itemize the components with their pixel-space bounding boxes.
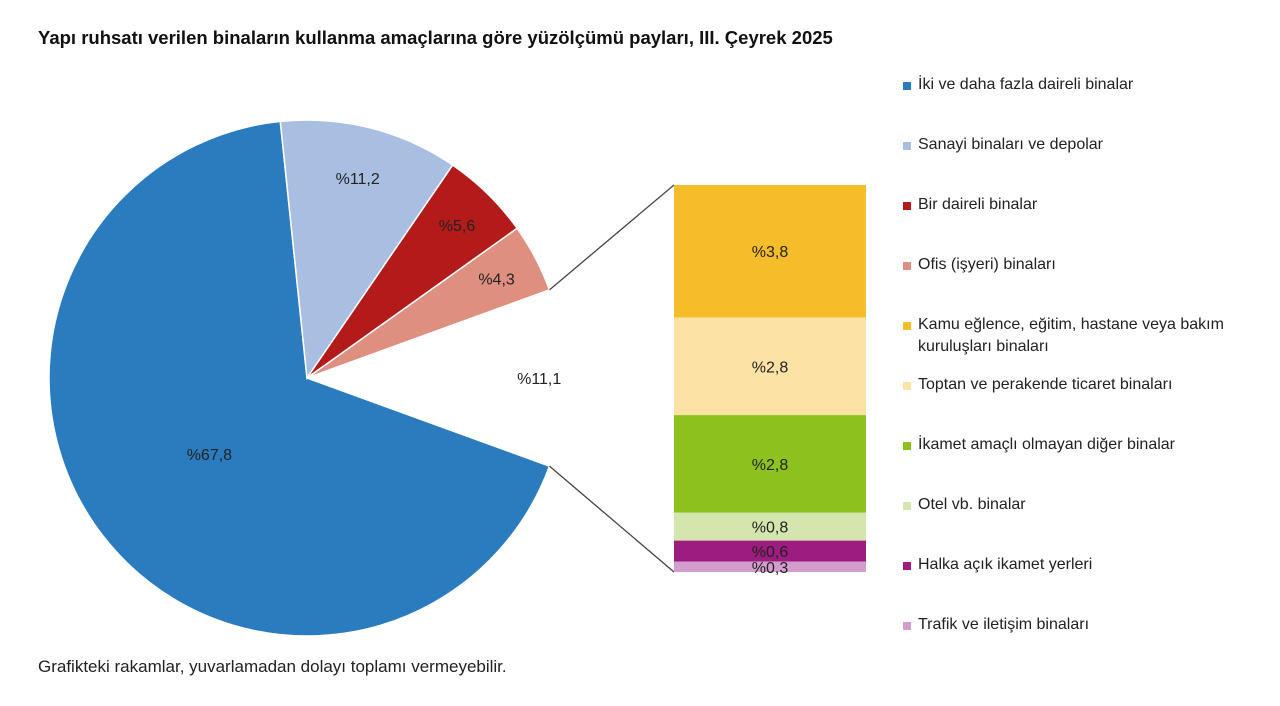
bar-of-pie-chart: %67,8 %11,2 %5,6 %4,3 %11,1 %3,8 %2,8 %2,8 %0,8…	[48, 119, 866, 637]
chart-title: Yapı ruhsatı verilen binaların kullanma …	[38, 27, 833, 48]
legend-item: Toptan ve perakende ticaret binaları	[903, 374, 1172, 396]
legend-swatch	[903, 142, 911, 150]
legend-swatch	[903, 382, 911, 390]
pie-slice-label: %11,2	[336, 171, 380, 188]
legend-item: Otel vb. binalar	[903, 494, 1026, 516]
bar-segment-label: %0,6	[752, 544, 789, 561]
legend-item: İki ve daha fazla daireli binalar	[903, 74, 1133, 96]
legend-item: Bir daireli binalar	[903, 194, 1037, 216]
connector-lines	[549, 184, 675, 573]
legend-item: Trafik ve iletişim binaları	[903, 614, 1089, 636]
stacked-bar: %3,8 %2,8 %2,8 %0,8 %0,6%0,3	[674, 185, 866, 577]
legend-item: Kamu eğlence, eğitim, hastane veya bakım…	[903, 314, 1238, 358]
pie: %67,8 %11,2 %5,6 %4,3 %11,1	[48, 119, 561, 637]
bar-segment	[674, 415, 866, 513]
bar-segment	[674, 561, 866, 572]
pie-slice	[279, 119, 454, 381]
legend-label: Ofis (işyeri) binaları	[918, 256, 1056, 273]
connector-line-bottom	[549, 465, 675, 573]
bar-segment	[674, 317, 866, 416]
legend-item: Halka açık ikamet yerleri	[903, 554, 1092, 576]
legend-item: Ofis (işyeri) binaları	[903, 254, 1056, 276]
legend-label: İkamet amaçlı olmayan diğer binalar	[918, 436, 1176, 453]
legend-swatch	[903, 562, 911, 570]
bar-segment	[674, 185, 866, 318]
legend-swatch	[903, 202, 911, 210]
legend-label: Trafik ve iletişim binaları	[918, 616, 1090, 633]
legend-label: Otel vb. binalar	[918, 496, 1026, 513]
legend-label: İki ve daha fazla daireli binalar	[918, 76, 1134, 93]
legend-label: Kamu eğlence, eğitim, hastane veya bakım…	[918, 316, 1224, 355]
pie-slice-label: %67,8	[187, 447, 232, 464]
bar-segment-label: %2,8	[752, 457, 789, 474]
legend-swatch	[903, 82, 911, 90]
legend-label: Bir daireli binalar	[918, 196, 1038, 213]
legend-label: Sanayi binaları ve depolar	[918, 136, 1104, 153]
legend-swatch	[903, 622, 911, 630]
pie-slice-label: %4,3	[478, 271, 515, 288]
bar-segment-label: %0,8	[752, 520, 789, 537]
legend-swatch	[903, 442, 911, 450]
legend-swatch	[903, 502, 911, 510]
legend-item: Sanayi binaları ve depolar	[903, 134, 1103, 156]
bar-segment-label: %2,8	[752, 359, 789, 376]
legend-label: Toptan ve perakende ticaret binaları	[918, 376, 1173, 393]
legend-label: Halka açık ikamet yerleri	[918, 556, 1093, 573]
pie-slice	[48, 120, 551, 637]
connector-line-top	[549, 184, 675, 291]
bar-segment-label: %0,3	[752, 560, 789, 577]
footnote: Grafikteki rakamlar, yuvarlamadan dolayı…	[38, 657, 507, 676]
pie-slice-label: %5,6	[439, 218, 476, 235]
bar-segment	[674, 512, 866, 541]
legend-swatch	[903, 322, 911, 330]
bar-segment	[674, 540, 866, 562]
legend-item: İkamet amaçlı olmayan diğer binalar	[903, 434, 1175, 456]
pie-slice-label: %11,1	[517, 371, 561, 388]
bar-segment-label: %3,8	[752, 244, 789, 261]
legend-swatch	[903, 262, 911, 270]
